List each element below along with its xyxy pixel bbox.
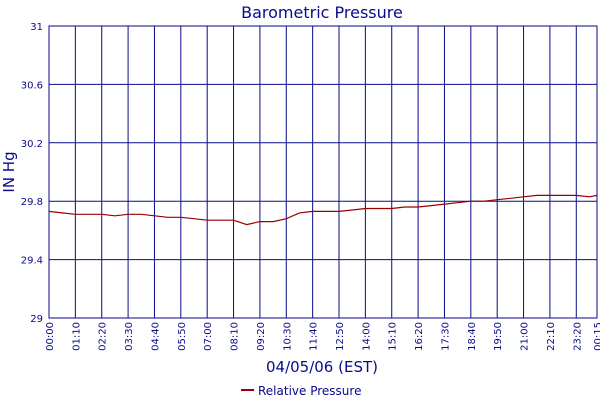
x-tick-label: 02:20 [98, 322, 109, 351]
x-tick-label: 16:20 [414, 322, 425, 351]
x-tick-label: 14:00 [361, 322, 372, 351]
plot-frame [48, 25, 598, 319]
x-tick-label: 04:40 [150, 322, 161, 351]
y-tick-label: 31 [30, 22, 43, 33]
y-tick-label: 30.6 [21, 80, 43, 91]
x-tick-label: 00:00 [45, 322, 56, 351]
legend-label: Relative Pressure [258, 384, 361, 398]
x-tick-label: 19:50 [493, 322, 504, 351]
x-tick-label: 22:10 [546, 322, 557, 351]
x-tick-label: 03:30 [124, 322, 135, 351]
x-tick-label: 21:00 [520, 322, 531, 351]
series-line-relative-pressure [48, 194, 598, 226]
x-tick-label: 01:10 [71, 322, 82, 351]
grid-layer [48, 25, 598, 319]
x-tick-label: 07:00 [203, 322, 214, 351]
x-axis-label: 04/05/06 (EST) [266, 358, 378, 376]
x-tick-label: 18:40 [467, 322, 478, 351]
x-tick-label: 08:10 [230, 322, 241, 351]
x-tick-label: 17:30 [440, 322, 451, 351]
x-tick-label: 15:10 [388, 322, 399, 351]
x-tick-label: 23:20 [572, 322, 583, 351]
y-tick-label: 30.2 [21, 139, 43, 150]
x-tick-label: 09:20 [256, 322, 267, 351]
x-tick-label: 00:15 [593, 322, 600, 351]
series-layer [48, 194, 598, 226]
y-tick-label: 29 [30, 314, 43, 325]
y-tick-label: 29.8 [21, 197, 43, 208]
x-tick-label: 10:30 [282, 322, 293, 351]
x-tick-label: 12:50 [335, 322, 346, 351]
y-tick-label: 29.4 [21, 256, 43, 267]
chart-title: Barometric Pressure [241, 3, 403, 22]
tick-layer: 00:00 01:10 02:20 03:30 04:40 05:50 07:00 08:10… [21, 22, 600, 351]
x-tick-label: 11:40 [309, 322, 320, 351]
x-tick-label: 05:50 [177, 322, 188, 351]
y-axis-label: IN Hg [0, 151, 18, 192]
